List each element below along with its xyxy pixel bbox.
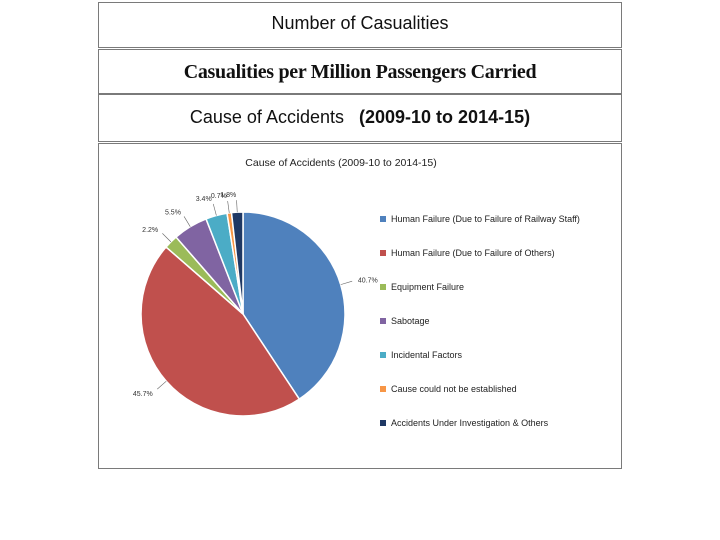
legend-label-accidents-under-investigation-others: Accidents Under Investigation & Others: [391, 418, 549, 428]
pie-slice-accidents-under-investigation-others: [230, 211, 244, 315]
percent-label-sabotage: 5.5%: [165, 209, 181, 216]
heading-cause-text: Cause of Accidents: [189, 107, 344, 127]
percent-label-human-failure-due-to-failure-of-railway-staff: 40.7%: [358, 277, 378, 284]
legend-label-human-failure-due-to-failure-of-railway-staff: Human Failure (Due to Failure of Railway…: [391, 214, 580, 224]
leader-line-cause-could-not-be-established: [227, 200, 230, 213]
heading-number-of-casualities: Number of Casualities: [271, 13, 449, 33]
legend-label-cause-could-not-be-established: Cause could not be established: [391, 384, 517, 394]
leader-line-equipment-failure: [162, 233, 172, 243]
leader-lines: [157, 200, 353, 390]
legend-swatch-accidents-under-investigation-others: [380, 420, 386, 426]
percent-label-human-failure-due-to-failure-of-others: 45.7%: [133, 391, 153, 398]
panel-number-of-casualities: Number of Casualities: [98, 2, 622, 48]
legend-label-incidental-factors: Incidental Factors: [391, 350, 463, 360]
percent-labels: 40.7% 45.7% 2.2% 5.5% 3.4% 0.7%1.8%: [133, 192, 378, 398]
chart-panel: Cause of Accidents (2009-10 to 2014-15) …: [98, 143, 622, 469]
percent-label-incidental-factors: 3.4%: [196, 196, 212, 203]
legend-swatch-cause-could-not-be-established: [380, 386, 386, 392]
pie-slices: [140, 211, 346, 417]
leader-line-human-failure-due-to-failure-of-railway-staff: [340, 280, 353, 285]
legend-swatch-incidental-factors: [380, 352, 386, 358]
legend-label-equipment-failure: Equipment Failure: [391, 282, 464, 292]
panel-cause-of-accidents: Cause of Accidents (2009-10 to 2014-15): [98, 94, 622, 142]
legend-swatch-sabotage: [380, 318, 386, 324]
leader-line-accidents-under-investigation-others: [236, 200, 238, 213]
legend: Human Failure (Due to Failure of Railway…: [380, 214, 580, 428]
pie-slice-human-failure-due-to-failure-of-others: [140, 245, 301, 417]
heading-casualities-per-million: Casualities per Million Passengers Carri…: [183, 61, 537, 83]
percent-label-accidents-under-investigation-others: 1.8%: [220, 192, 236, 199]
panel-casualities-per-million: Casualities per Million Passengers Carri…: [98, 49, 622, 94]
legend-label-human-failure-due-to-failure-of-others: Human Failure (Due to Failure of Others): [391, 248, 555, 258]
leader-line-sabotage: [183, 216, 191, 227]
legend-swatch-human-failure-due-to-failure-of-others: [380, 250, 386, 256]
percent-label-cause-could-not-be-established: 0.7%: [211, 193, 227, 200]
chart-title: Cause of Accidents (2009-10 to 2014-15): [245, 157, 436, 169]
heading-cause-of-accidents: Cause of Accidents (2009-10 to 2014-15): [99, 107, 621, 128]
legend-swatch-equipment-failure: [380, 284, 386, 290]
leader-line-human-failure-due-to-failure-of-others: [157, 380, 167, 390]
pie-chart: Cause of Accidents (2009-10 to 2014-15) …: [133, 157, 580, 428]
legend-swatch-human-failure-due-to-failure-of-railway-staff: [380, 216, 386, 222]
leader-line-incidental-factors: [212, 203, 217, 216]
legend-label-sabotage: Sabotage: [391, 316, 430, 326]
heading-years-text: (2009-10 to 2014-15): [359, 107, 531, 127]
percent-label-equipment-failure: 2.2%: [142, 227, 158, 234]
